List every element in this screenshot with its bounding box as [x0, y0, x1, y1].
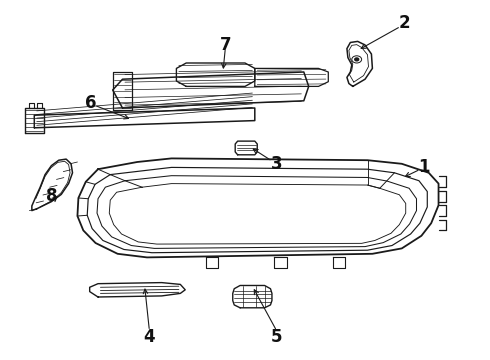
Text: 5: 5: [271, 328, 283, 346]
Text: 3: 3: [271, 155, 283, 173]
Text: 1: 1: [418, 158, 430, 176]
Text: 2: 2: [398, 14, 410, 32]
Text: 8: 8: [46, 187, 57, 205]
Text: 4: 4: [144, 328, 155, 346]
Text: 6: 6: [85, 94, 97, 112]
Text: 7: 7: [220, 36, 231, 54]
Circle shape: [355, 58, 359, 61]
